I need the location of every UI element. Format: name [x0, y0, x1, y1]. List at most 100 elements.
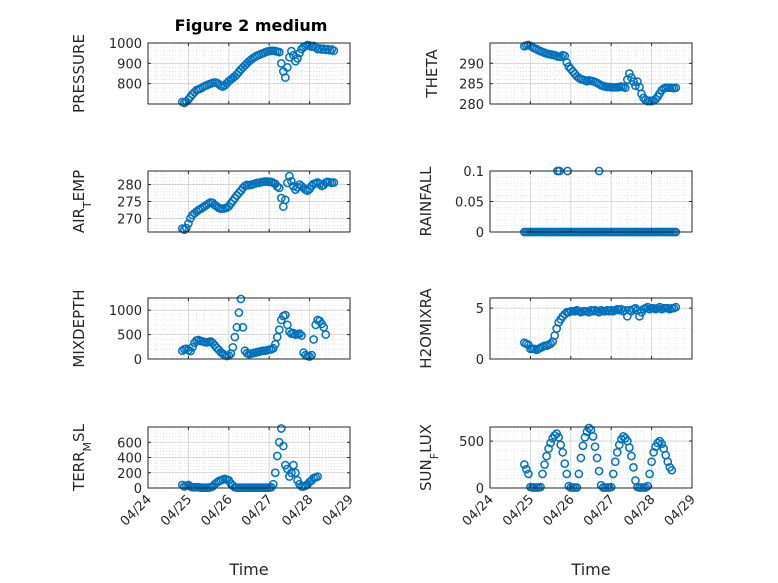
chart-6-data-point [289, 460, 298, 470]
chart-7-data-point [580, 432, 590, 442]
chart-4-data-point [232, 322, 242, 332]
chart-6-data-point [313, 472, 323, 481]
chart-1-data-point [633, 77, 642, 86]
chart-5-data-point [655, 302, 665, 312]
chart-6-y-tick-label: 600 [117, 436, 142, 451]
figure-title: Figure 2 medium [175, 16, 328, 35]
chart-7-data-point [550, 431, 559, 440]
chart-7-data-point [606, 482, 616, 492]
chart-1-axes-box [489, 42, 693, 105]
chart-6-data-point [272, 451, 282, 461]
chart-5-y-tick-label: 0 [476, 353, 484, 368]
chart-7-data-point [627, 451, 636, 461]
chart-4-data-point [274, 325, 284, 335]
chart-0-data-point [276, 58, 286, 68]
chart-4-y-tick-label: 0 [134, 353, 142, 368]
plot-rainfall: 0 0.05 0.1 RAINFALL [417, 165, 693, 241]
chart-4-axes-box [147, 297, 351, 360]
chart-6-y-axis-label: TERRMSL [70, 423, 94, 492]
chart-4-data-point [238, 322, 248, 332]
chart-1-data-point [625, 69, 634, 78]
chart-6-data-point [278, 441, 288, 451]
chart-1-data-point [651, 94, 660, 104]
chart-3-y-axis-label: RAINFALL [417, 166, 435, 237]
chart-1-data-point [556, 52, 566, 62]
chart-5-data-point [635, 311, 644, 321]
chart-0-data-point [283, 63, 292, 72]
chart-4-data-point [309, 335, 318, 344]
chart-2-data-point [184, 219, 193, 228]
chart-7-data-point [608, 469, 618, 479]
chart-5-data-point [671, 302, 681, 312]
chart-1-data-point [631, 81, 640, 91]
chart-7-data-point [612, 447, 622, 457]
chart-7-data-point [649, 447, 658, 457]
chart-0-y-tick-label: 1000 [109, 37, 142, 52]
chart-0-data-point [295, 48, 304, 58]
chart-2-y-tick-label: 275 [117, 196, 142, 211]
chart-6-y-axis-label-sub: M [81, 442, 94, 452]
chart-6-data-point [276, 424, 286, 433]
chart-4-data-point [188, 342, 197, 352]
chart-4-data-point [321, 330, 331, 339]
chart-0-data-point [329, 46, 339, 56]
chart-0-axes-box [147, 42, 351, 105]
chart-7-data-point [594, 466, 604, 476]
chart-6-x-axis-label: Time [228, 560, 268, 579]
chart-1-y-tick-label: 285 [459, 78, 484, 93]
chart-7-data-point [647, 457, 656, 467]
chart-5-y-tick-label: 5 [476, 302, 484, 317]
chart-1-data-point [629, 77, 638, 86]
chart-7-data-point [544, 444, 553, 453]
chart-0-data-point [281, 73, 290, 82]
chart-7-data-point [588, 432, 598, 441]
chart-7-data-point [546, 438, 555, 448]
chart-6-y-tick-label: 200 [117, 467, 142, 482]
chart-0-y-tick-label: 900 [117, 57, 142, 72]
chart-2-y-axis-label-sub: T [81, 201, 94, 209]
chart-1-data-point [627, 73, 636, 82]
chart-7-data-point [590, 442, 600, 452]
chart-1-plot-area [490, 43, 692, 104]
chart-5-data-point [616, 304, 626, 314]
chart-6-data-point [270, 468, 280, 478]
chart-0-data-point [274, 47, 284, 57]
chart-2-data-point [276, 193, 286, 203]
chart-7-y-axis-label-rest: LUX [417, 424, 435, 453]
chart-7-data-point [540, 460, 549, 469]
chart-7-data-point [610, 457, 620, 467]
chart-7-y-axis-label-sub: F [428, 453, 441, 459]
chart-2-data-point [285, 171, 294, 181]
chart-6-data-point [177, 480, 187, 490]
chart-2-data-point [287, 176, 296, 186]
chart-1-data-point [671, 83, 681, 93]
chart-2-data-point [329, 178, 339, 187]
chart-5-data-point [546, 339, 555, 349]
chart-4-y-tick-label: 500 [117, 329, 142, 344]
chart-5-data-point [631, 303, 640, 313]
chart-7-data-point [538, 469, 547, 479]
plot-theta: 280 285 290 THETA [423, 40, 693, 113]
chart-3-y-tick-label: 0 [476, 226, 484, 241]
chart-4-data-point [177, 346, 187, 356]
chart-3-y-tick-label: 0.1 [463, 165, 484, 180]
chart-6-data-point [287, 468, 296, 478]
chart-6-data-point [291, 468, 300, 478]
chart-7-data-point [629, 463, 638, 472]
chart-7-data-point [554, 432, 564, 442]
chart-2-data-point [315, 179, 325, 189]
chart-7-data-point [536, 482, 545, 492]
chart-7-data-point [519, 460, 529, 469]
chart-0-data-point [287, 46, 296, 56]
chart-7-y-tick-label: 0 [476, 482, 484, 497]
chart-7-data-point [653, 438, 663, 448]
chart-2-y-tick-label: 280 [117, 179, 142, 194]
chart-0-y-tick-label: 800 [117, 78, 142, 93]
chart-7-data-point [645, 469, 654, 479]
chart-1-data-point [562, 58, 572, 67]
chart-4-data-point [295, 329, 304, 338]
chart-7-data-point [625, 443, 634, 452]
chart-7-data-point [556, 440, 566, 450]
chart-6-y-tick-label: 400 [117, 452, 142, 467]
